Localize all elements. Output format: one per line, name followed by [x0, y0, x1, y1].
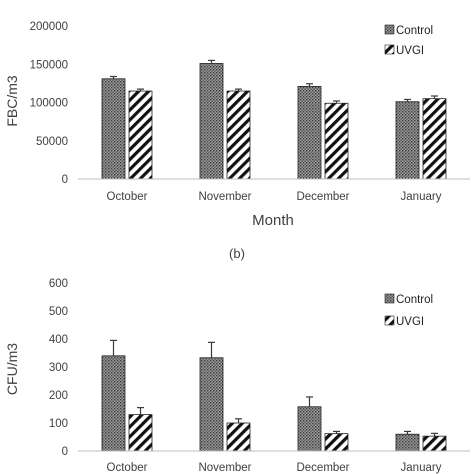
legend-label-uvgi: UVGI — [396, 316, 424, 328]
y-tick-label: 200000 — [30, 21, 68, 33]
x-tick-label: November — [198, 191, 251, 203]
bar-control-january — [395, 101, 420, 180]
y-tick-label: 500 — [49, 306, 68, 318]
bar-control-november — [199, 357, 224, 452]
x-tick-label: October — [107, 462, 148, 474]
x-tick-labels: October November December January — [107, 191, 442, 203]
y-axis-title: FBC/m3 — [4, 75, 20, 127]
bar-uvgi-january — [422, 435, 447, 452]
legend-swatch-uvgi — [384, 315, 395, 326]
y-tick-label: 100000 — [30, 98, 68, 110]
legend-swatch-uvgi — [384, 44, 395, 55]
x-tick-labels: October November December January — [107, 462, 442, 474]
bar-control-december — [297, 406, 322, 452]
y-tick-label: 150000 — [30, 59, 68, 71]
legend-label-uvgi: UVGI — [396, 45, 424, 57]
x-tick-label: December — [296, 191, 349, 203]
y-tick-labels: 0 50000 100000 150000 200000 — [30, 21, 68, 186]
y-tick-label: 600 — [49, 278, 68, 290]
y-tick-label: 200 — [49, 390, 68, 402]
bar-control-october — [101, 78, 126, 180]
bars — [101, 63, 447, 180]
bar-control-january — [395, 433, 420, 452]
x-tick-label: January — [401, 462, 442, 474]
panel-label: (b) — [229, 246, 245, 261]
chart-panel-fbc: FBC/m3 Month 0 50000 100000 150000 200000 Oc… — [4, 21, 470, 229]
legend-swatch-control — [384, 293, 395, 304]
y-tick-label: 100 — [49, 418, 68, 430]
bar-uvgi-october — [128, 414, 153, 452]
y-tick-label: 0 — [62, 446, 68, 458]
legend-label-control: Control — [396, 294, 433, 306]
y-axis-title: CFU/m3 — [4, 343, 20, 395]
y-tick-labels: 0 100 200 300 400 500 600 — [49, 278, 68, 458]
bar-uvgi-december — [324, 102, 349, 180]
legend: Control UVGI — [384, 24, 433, 57]
bar-uvgi-november — [226, 90, 251, 180]
bar-control-december — [297, 86, 322, 180]
legend: Control UVGI — [384, 293, 433, 328]
chart-panel-cfu: CFU/m3 0 100 200 300 400 500 600 October Novemb… — [4, 278, 470, 474]
error-bars — [110, 59, 438, 104]
x-tick-label: October — [107, 191, 148, 203]
bar-control-november — [199, 63, 224, 180]
bar-control-october — [101, 355, 126, 452]
y-tick-label: 0 — [62, 174, 68, 186]
x-tick-label: November — [198, 462, 251, 474]
bar-uvgi-november — [226, 422, 251, 452]
bar-uvgi-october — [128, 90, 153, 180]
legend-label-control: Control — [396, 25, 433, 37]
y-tick-label: 50000 — [36, 136, 68, 148]
x-tick-label: January — [401, 191, 442, 203]
y-tick-label: 300 — [49, 362, 68, 374]
legend-swatch-control — [384, 24, 395, 35]
bars — [101, 355, 447, 452]
bar-uvgi-january — [422, 98, 447, 180]
x-axis-title: Month — [252, 212, 294, 229]
bar-uvgi-december — [324, 433, 349, 452]
x-tick-label: December — [296, 462, 349, 474]
y-tick-label: 400 — [49, 334, 68, 346]
error-bars — [110, 339, 438, 437]
